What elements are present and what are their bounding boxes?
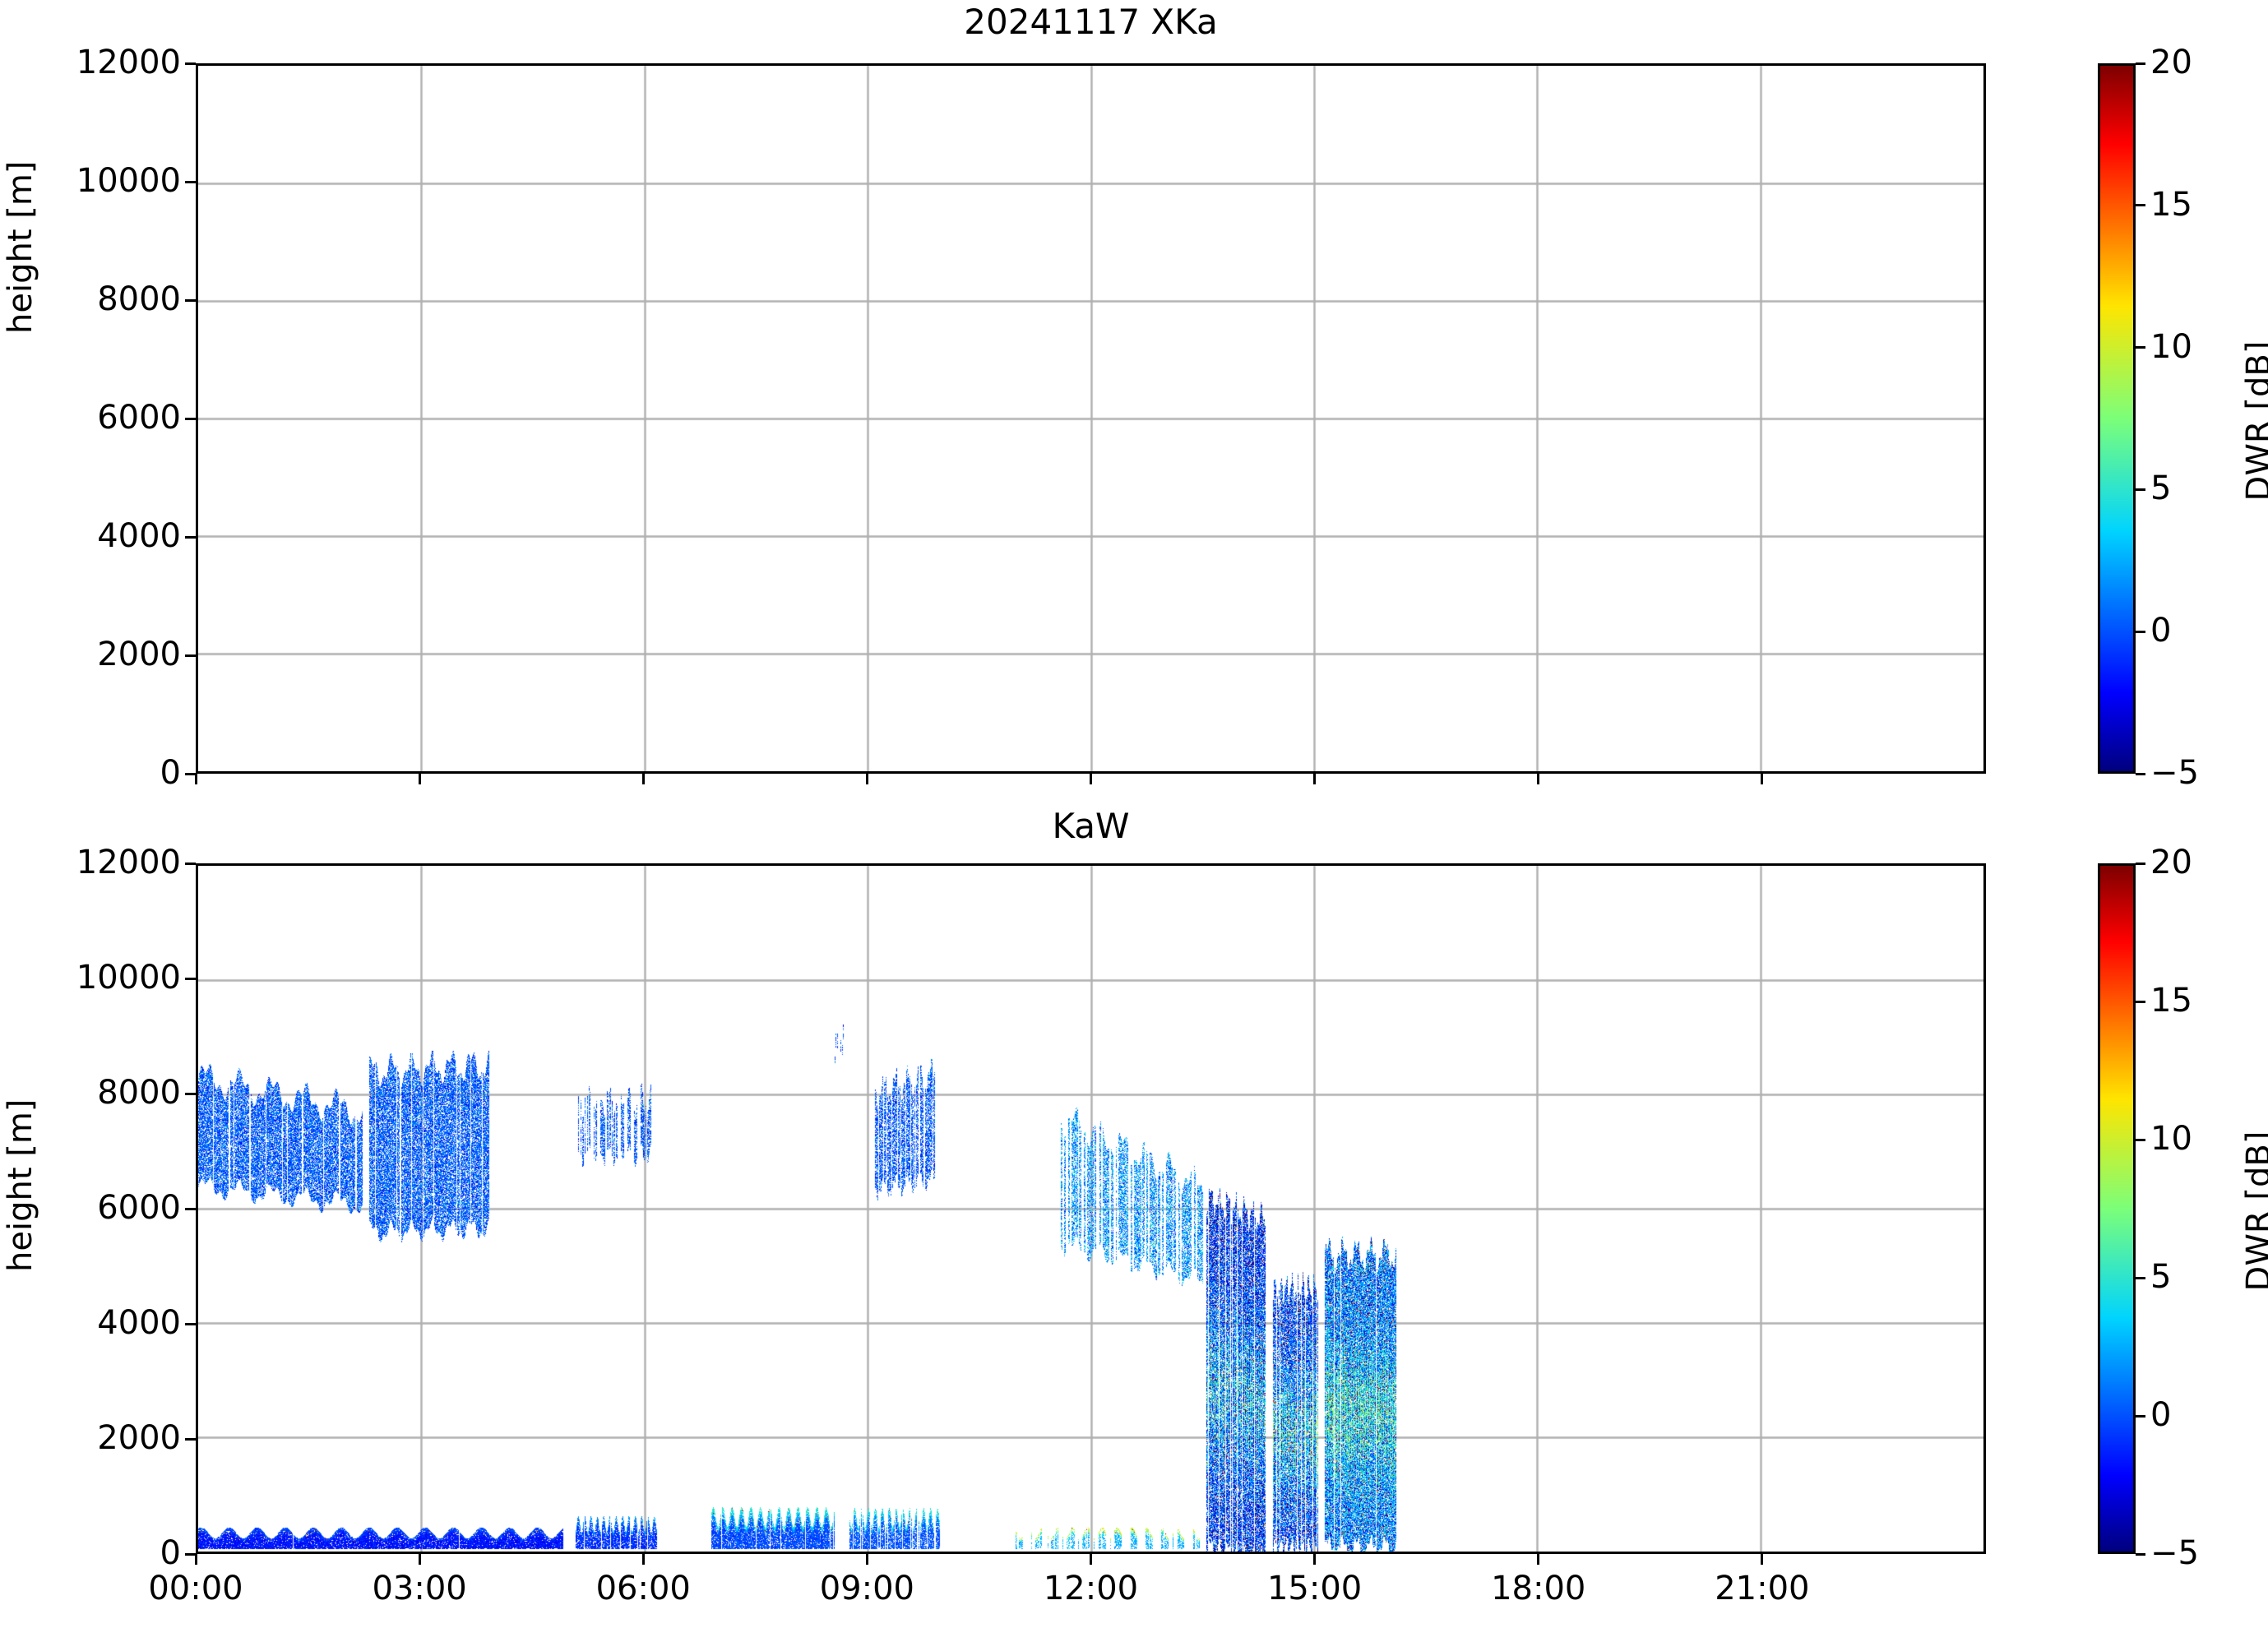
xtick-mark-xka-4 [1090, 774, 1092, 784]
ytick-label-xka-3: 6000 [97, 399, 181, 437]
ytick-mark-kaw-0 [185, 1552, 196, 1556]
ytick-mark-xka-5 [185, 180, 196, 183]
xtick-label-2: 06:00 [595, 1570, 691, 1607]
colorbar-tick-label-kaw-0: −5 [2150, 1534, 2199, 1572]
subplot-kaw-plot-area [198, 866, 1983, 1552]
colorbar-tick-mark-xka-0 [2136, 772, 2145, 775]
subplot-xka-axes [196, 63, 1986, 774]
xtick-label-6: 18:00 [1491, 1570, 1586, 1607]
subplot-xka-plot-area [198, 66, 1983, 771]
xtick-mark-xka-1 [418, 774, 421, 784]
ytick-label-xka-5: 10000 [76, 162, 181, 200]
colorbar-tick-mark-kaw-4 [2136, 1000, 2145, 1003]
colorbar-tick-mark-kaw-1 [2136, 1414, 2145, 1418]
ytick-label-kaw-0: 0 [160, 1534, 181, 1572]
xtick-mark-kaw-3 [865, 1554, 868, 1565]
xtick-mark-xka-2 [641, 774, 645, 784]
xtick-label-5: 15:00 [1266, 1570, 1363, 1607]
colorbar-tick-label-kaw-5: 20 [2150, 844, 2192, 881]
subplot-kaw-ylabel: height [m] [2, 1098, 39, 1272]
ytick-label-kaw-5: 10000 [76, 959, 181, 997]
ytick-mark-xka-1 [185, 654, 196, 657]
colorbar-tick-label-xka-0: −5 [2150, 754, 2199, 792]
ytick-label-kaw-6: 12000 [76, 844, 181, 881]
ytick-label-kaw-4: 8000 [97, 1074, 181, 1112]
xtick-mark-kaw-1 [418, 1554, 421, 1565]
colorbar-tick-mark-xka-1 [2136, 630, 2145, 633]
xtick-label-7: 21:00 [1715, 1570, 1810, 1607]
xtick-mark-kaw-2 [641, 1554, 645, 1565]
ytick-mark-kaw-3 [185, 1207, 196, 1210]
colorbar-tick-label-xka-5: 20 [2150, 44, 2192, 81]
colorbar-tick-label-kaw-2: 5 [2150, 1258, 2172, 1296]
colorbar-tick-mark-kaw-2 [2136, 1276, 2145, 1279]
colorbar-tick-mark-xka-2 [2136, 488, 2145, 491]
ytick-label-kaw-3: 6000 [97, 1189, 181, 1227]
colorbar-tick-label-xka-2: 5 [2150, 469, 2172, 508]
xtick-label-1: 03:00 [372, 1570, 467, 1607]
ytick-label-xka-4: 8000 [97, 280, 181, 318]
ytick-mark-kaw-2 [185, 1322, 196, 1325]
subplot-kaw-title: KaW [1052, 806, 1130, 846]
ytick-mark-xka-6 [185, 62, 196, 65]
ytick-label-xka-1: 2000 [97, 636, 181, 673]
xtick-mark-xka-7 [1761, 774, 1764, 784]
colorbar-tick-mark-xka-3 [2136, 346, 2145, 349]
xtick-mark-kaw-6 [1537, 1554, 1540, 1565]
ytick-label-kaw-1: 2000 [97, 1419, 181, 1457]
xtick-mark-xka-3 [865, 774, 868, 784]
ytick-label-xka-2: 4000 [97, 517, 181, 555]
xtick-mark-kaw-5 [1313, 1554, 1317, 1565]
xtick-mark-kaw-4 [1090, 1554, 1092, 1565]
xtick-label-3: 09:00 [819, 1570, 915, 1607]
xtick-label-0: 00:00 [148, 1570, 243, 1607]
colorbar-tick-mark-kaw-5 [2136, 862, 2145, 865]
ytick-label-xka-0: 0 [160, 754, 181, 792]
xtick-mark-kaw-0 [194, 1554, 197, 1565]
colorbar-tick-mark-kaw-0 [2136, 1552, 2145, 1556]
colorbar-tick-label-kaw-4: 15 [2150, 982, 2192, 1020]
colorbar-tick-label-kaw-3: 10 [2150, 1120, 2192, 1158]
colorbar-kaw-gradient [2100, 866, 2133, 1552]
ytick-mark-xka-4 [185, 298, 196, 302]
ytick-mark-xka-2 [185, 535, 196, 539]
xtick-mark-kaw-7 [1761, 1554, 1764, 1565]
ytick-mark-xka-3 [185, 417, 196, 420]
xtick-mark-xka-5 [1313, 774, 1317, 784]
colorbar-tick-label-xka-1: 0 [2150, 612, 2172, 650]
xtick-mark-xka-6 [1537, 774, 1540, 784]
xtick-label-4: 12:00 [1043, 1570, 1139, 1607]
ytick-label-xka-6: 12000 [76, 44, 181, 81]
colorbar-tick-mark-xka-4 [2136, 204, 2145, 207]
ytick-mark-kaw-4 [185, 1092, 196, 1095]
colorbar-xka-frame [2098, 63, 2136, 774]
colorbar-kaw-frame [2098, 863, 2136, 1554]
ytick-mark-kaw-5 [185, 977, 196, 980]
ytick-label-kaw-2: 4000 [97, 1304, 181, 1342]
colorbar-tick-label-xka-4: 15 [2150, 185, 2192, 224]
subplot-xka-title: 20241117 XKa [964, 2, 1218, 42]
ytick-mark-kaw-1 [185, 1437, 196, 1441]
ytick-mark-xka-0 [185, 772, 196, 775]
colorbar-tick-label-xka-3: 10 [2150, 327, 2192, 366]
colorbar-tick-mark-xka-5 [2136, 62, 2145, 65]
ytick-mark-kaw-6 [185, 862, 196, 865]
subplot-kaw-axes [196, 863, 1986, 1554]
colorbar-tick-mark-kaw-3 [2136, 1138, 2145, 1141]
colorbar-tick-label-kaw-1: 0 [2150, 1396, 2172, 1434]
xtick-mark-xka-0 [194, 774, 197, 784]
colorbar-xka-gradient [2100, 66, 2133, 771]
